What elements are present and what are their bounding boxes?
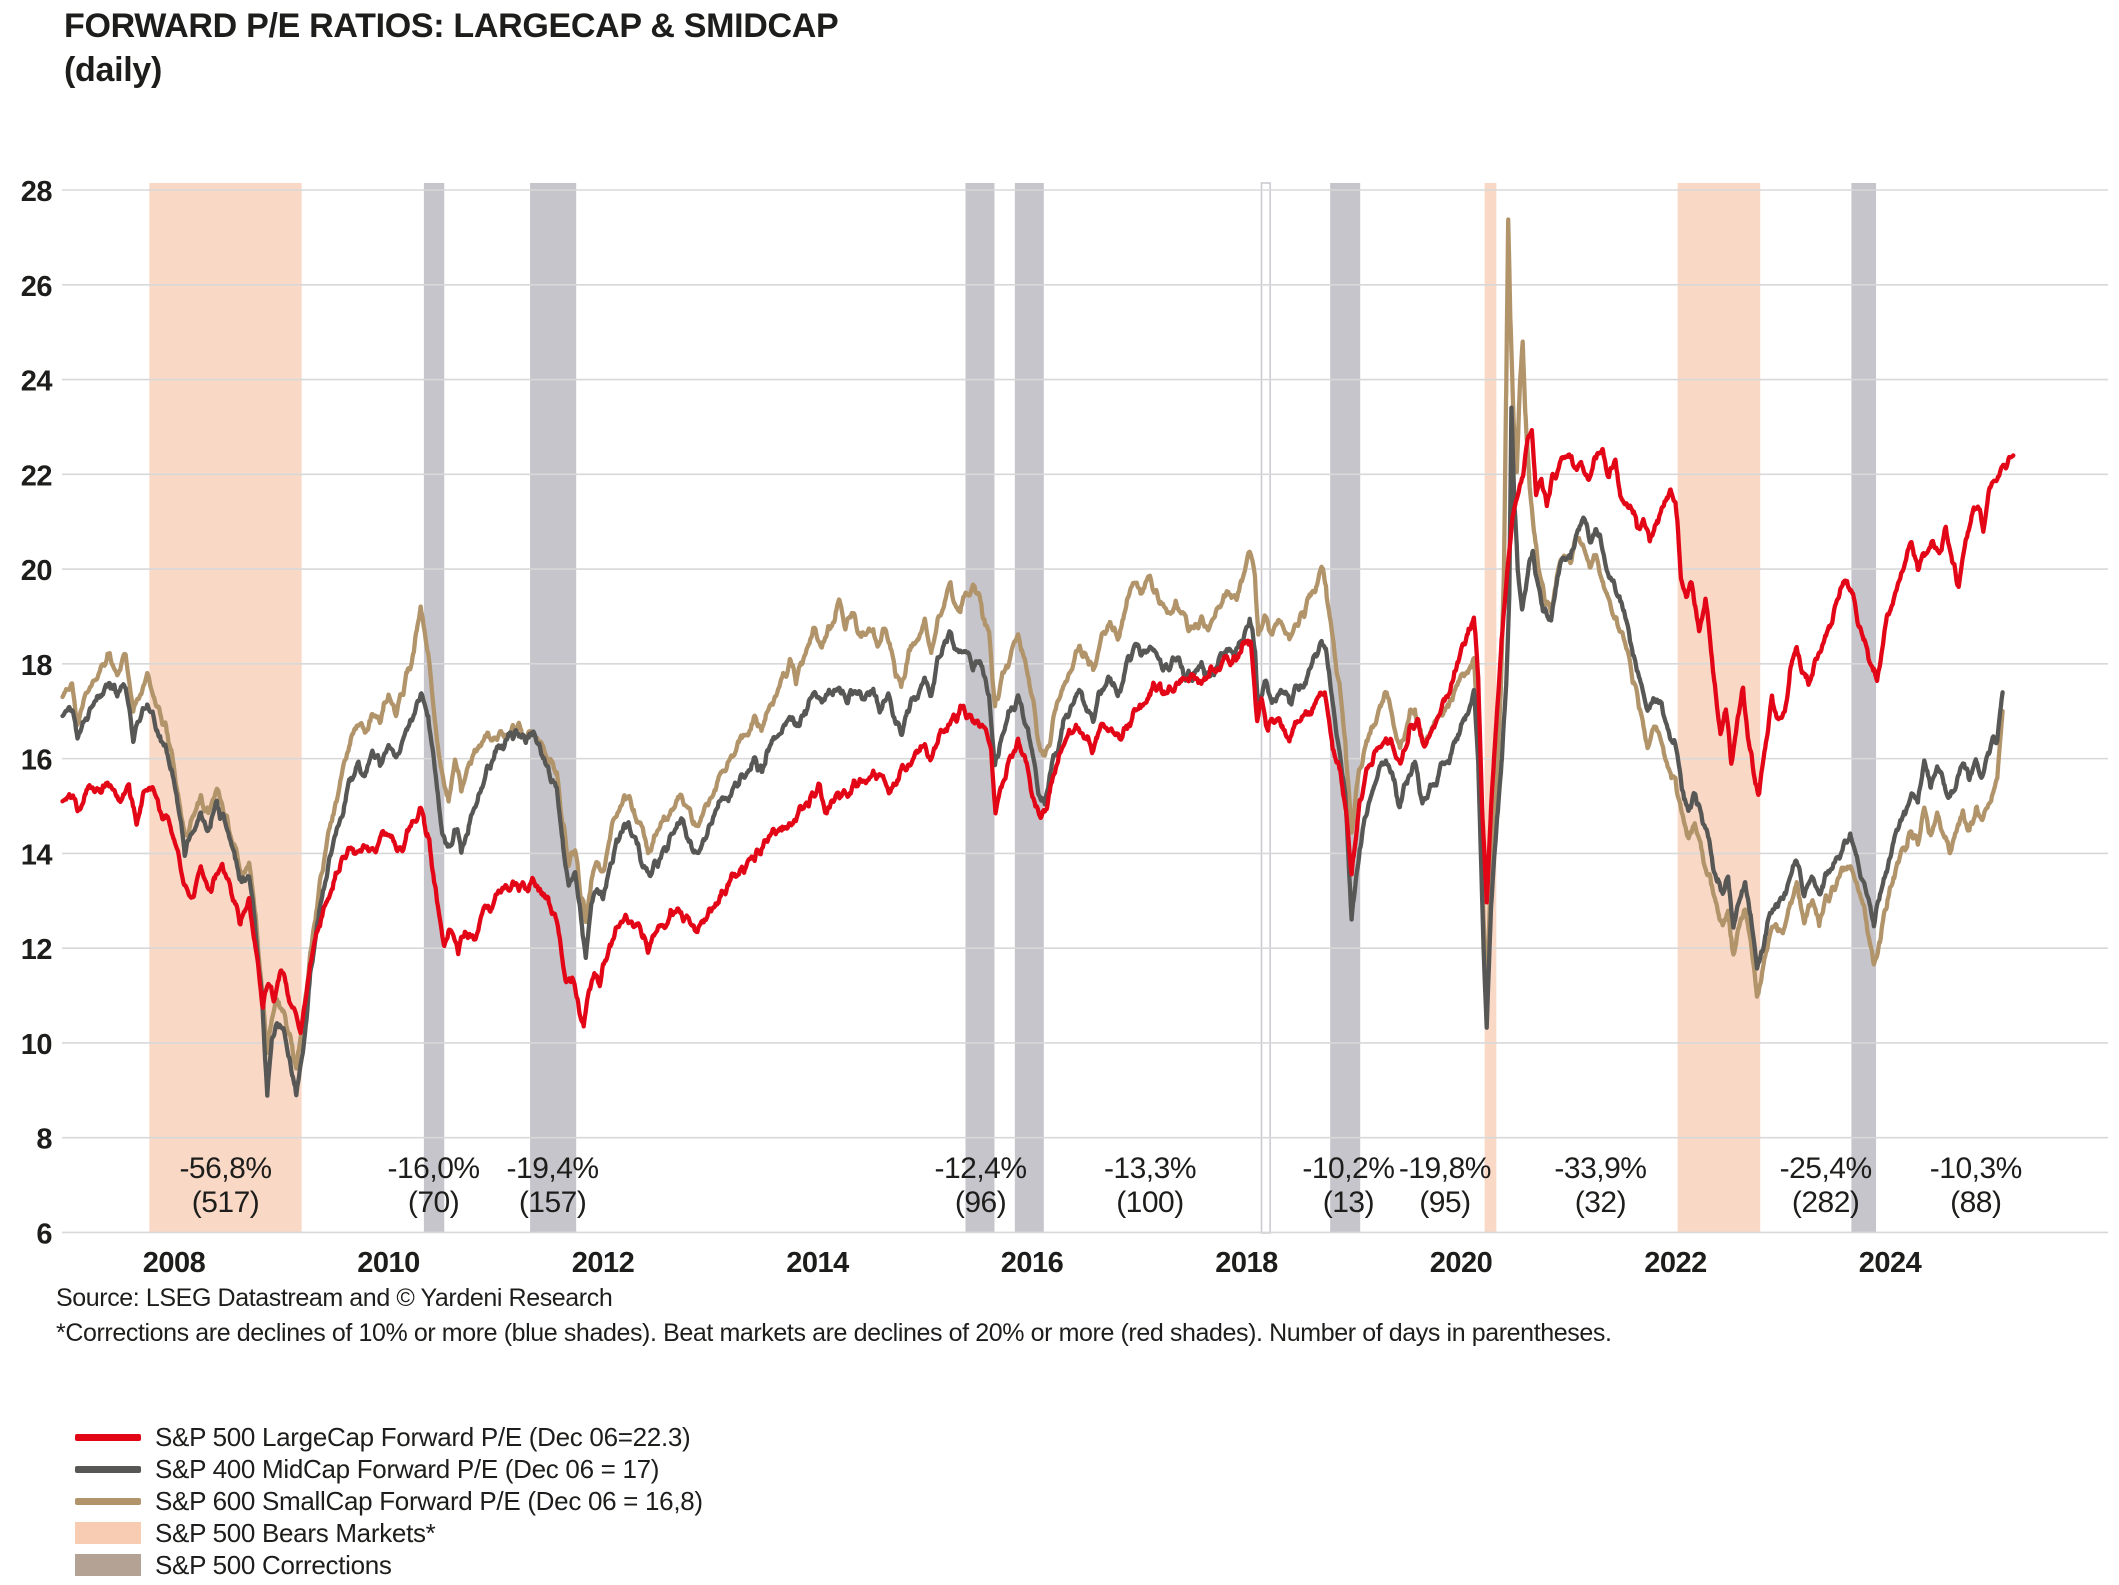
x-axis-labels: 2008 2010 2012 2014 2016 2018 2020 2022 2024 xyxy=(143,1247,1922,1279)
y-axis-tick-label: 6 xyxy=(36,1218,52,1250)
y-axis-tick-label: 18 xyxy=(21,650,53,682)
chart-title-line2: (daily) xyxy=(64,51,163,90)
y-axis-tick-label: 28 xyxy=(21,176,53,208)
drawdown-days-label: (282) xyxy=(1792,1186,1860,1219)
legend-line-swatch xyxy=(75,1433,141,1441)
band-annotations: -56,8%(517)-16,0%(70)-19,4%(157)-12,4%(9… xyxy=(179,1152,2022,1219)
drawdown-days-label: (88) xyxy=(1950,1186,2001,1219)
y-axis-tick-label: 26 xyxy=(21,271,53,303)
drawdown-days-label: (70) xyxy=(408,1186,459,1219)
drawdown-days-label: (157) xyxy=(519,1186,587,1219)
drawdown-pct-label: -33,9% xyxy=(1554,1152,1646,1185)
plot-gridlines xyxy=(62,189,2108,1234)
bear-market-band xyxy=(149,183,302,1233)
x-axis-tick-label: 2018 xyxy=(1215,1247,1278,1279)
y-axis-labels: 6 8 10 12 14 16 18 20 22 24 26 28 xyxy=(21,176,53,1250)
drawdown-days-label: (517) xyxy=(192,1186,260,1219)
y-axis-tick-label: 12 xyxy=(21,934,52,966)
correction-band xyxy=(1851,183,1877,1233)
drawdown-pct-label: -19,4% xyxy=(507,1152,599,1185)
chart-title-line1: FORWARD P/E RATIOS: LARGECAP & SMIDCAP xyxy=(64,7,839,45)
drawdown-pct-label: -10,3% xyxy=(1930,1152,2022,1185)
y-axis-tick-label: 20 xyxy=(21,555,52,587)
drawdown-pct-label: -13,3% xyxy=(1104,1152,1196,1185)
y-axis-tick-label: 16 xyxy=(21,745,53,777)
legend-line-swatch xyxy=(75,1465,141,1473)
drawdown-pct-label: -16,0% xyxy=(388,1152,480,1185)
drawdown-days-label: (13) xyxy=(1323,1186,1374,1219)
legend-item-label: S&P 400 MidCap Forward P/E (Dec 06 = 17) xyxy=(155,1453,660,1484)
drawdown-pct-label: -56,8% xyxy=(179,1152,271,1185)
legend-item-label: S&P 500 Bears Markets* xyxy=(155,1517,436,1548)
legend-item-label: S&P 600 SmallCap Forward P/E (Dec 06 = 1… xyxy=(155,1485,703,1516)
source-note: Source: LSEG Datastream and © Yardeni Re… xyxy=(56,1284,613,1312)
chart-title: FORWARD P/E RATIOS: LARGECAP & SMIDCAP (… xyxy=(64,4,839,92)
largecap-pe-line xyxy=(60,427,2016,1036)
smallcap-pe-line xyxy=(60,217,2005,1071)
y-axis-tick-label: 24 xyxy=(21,366,53,398)
series-lines xyxy=(60,217,2016,1098)
legend-item-largecap: S&P 500 LargeCap Forward P/E (Dec 06=22.… xyxy=(75,1421,703,1453)
y-axis-tick-label: 22 xyxy=(21,460,52,492)
x-axis-tick-label: 2024 xyxy=(1859,1247,1922,1279)
x-axis-tick-label: 2014 xyxy=(786,1247,849,1279)
x-axis-tick-label: 2012 xyxy=(572,1247,635,1279)
y-axis-tick-label: 8 xyxy=(36,1124,52,1156)
x-axis-tick-label: 2016 xyxy=(1001,1247,1064,1279)
midcap-pe-line xyxy=(60,405,2005,1098)
drawdown-days-label: (32) xyxy=(1575,1186,1626,1219)
legend-line-swatch xyxy=(75,1497,141,1505)
x-axis-tick-label: 2022 xyxy=(1644,1247,1707,1279)
correction-band xyxy=(1014,183,1044,1233)
y-axis-tick-label: 10 xyxy=(21,1029,52,1061)
legend-item-midcap: S&P 400 MidCap Forward P/E (Dec 06 = 17) xyxy=(75,1453,703,1485)
legend-item-bear-markets: S&P 500 Bears Markets* xyxy=(75,1517,703,1549)
drawdown-days-label: (96) xyxy=(955,1186,1006,1219)
y-axis-tick-label: 14 xyxy=(21,839,53,871)
footnote-text: *Corrections are declines of 10% or more… xyxy=(56,1319,1612,1347)
bear-market-band xyxy=(1484,183,1497,1233)
legend-item-smallcap: S&P 600 SmallCap Forward P/E (Dec 06 = 1… xyxy=(75,1485,703,1517)
legend: S&P 500 LargeCap Forward P/E (Dec 06=22.… xyxy=(75,1421,703,1581)
x-axis-tick-label: 2010 xyxy=(357,1247,420,1279)
legend-item-label: S&P 500 Corrections xyxy=(155,1549,392,1580)
legend-item-label: S&P 500 LargeCap Forward P/E (Dec 06=22.… xyxy=(155,1421,691,1452)
legend-patch-swatch xyxy=(75,1554,141,1576)
drawdown-days-label: (100) xyxy=(1116,1186,1184,1219)
correction-band xyxy=(530,183,577,1233)
x-axis-tick-label: 2008 xyxy=(143,1247,206,1279)
x-axis-tick-label: 2020 xyxy=(1430,1247,1493,1279)
legend-item-corrections: S&P 500 Corrections xyxy=(75,1549,703,1581)
drawdown-pct-label: -25,4% xyxy=(1780,1152,1872,1185)
drawdown-pct-label: -10,2% xyxy=(1302,1152,1394,1185)
drawdown-pct-label: -19,8% xyxy=(1399,1152,1491,1185)
drawdown-days-label: (95) xyxy=(1419,1186,1470,1219)
legend-patch-swatch xyxy=(75,1522,141,1544)
drawdown-pct-label: -12,4% xyxy=(934,1152,1026,1185)
